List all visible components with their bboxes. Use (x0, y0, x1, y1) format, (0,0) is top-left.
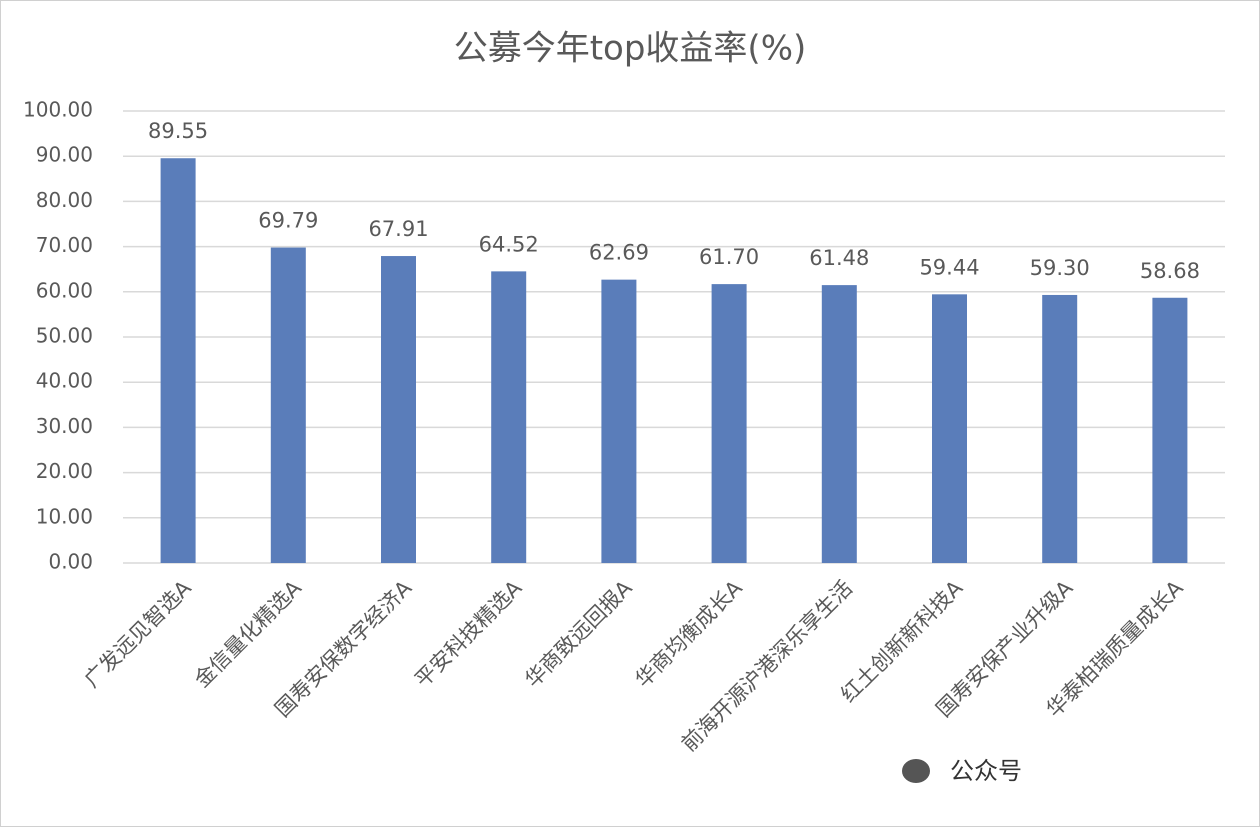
value-label: 59.30 (1030, 256, 1090, 280)
y-tick-label: 60.00 (36, 278, 93, 302)
y-tick-label: 20.00 (36, 459, 93, 483)
value-label: 58.68 (1140, 259, 1200, 283)
y-tick-label: 100.00 (23, 98, 93, 122)
y-tick-label: 40.00 (36, 369, 93, 393)
y-tick-label: 30.00 (36, 414, 93, 438)
bar (160, 158, 196, 563)
watermark-text: 公众号 (950, 757, 1022, 785)
value-label: 59.44 (919, 255, 979, 279)
bar (1042, 294, 1078, 563)
bar (270, 247, 306, 563)
y-tick-label: 80.00 (36, 188, 93, 212)
y-tick-label: 10.00 (36, 504, 93, 528)
value-label: 61.70 (699, 245, 759, 269)
watermark: 公众号 (902, 757, 1022, 785)
y-tick-label: 70.00 (36, 233, 93, 257)
bar (711, 284, 747, 563)
y-tick-label: 90.00 (36, 143, 93, 167)
value-label: 61.48 (809, 246, 869, 270)
value-label: 89.55 (148, 119, 208, 143)
bar (821, 285, 857, 563)
value-label: 64.52 (479, 232, 539, 256)
value-label: 67.91 (368, 217, 428, 241)
bar (1152, 297, 1188, 563)
value-label: 62.69 (589, 241, 649, 265)
bar (601, 279, 637, 563)
chart-title: 公募今年top收益率(%) (454, 29, 807, 69)
y-tick-label: 50.00 (36, 324, 93, 348)
bar (932, 294, 967, 563)
watermark-icon (902, 759, 930, 783)
value-label: 69.79 (258, 209, 318, 233)
y-tick-label: 0.00 (48, 550, 93, 574)
bar (381, 256, 416, 563)
bar (491, 271, 527, 563)
